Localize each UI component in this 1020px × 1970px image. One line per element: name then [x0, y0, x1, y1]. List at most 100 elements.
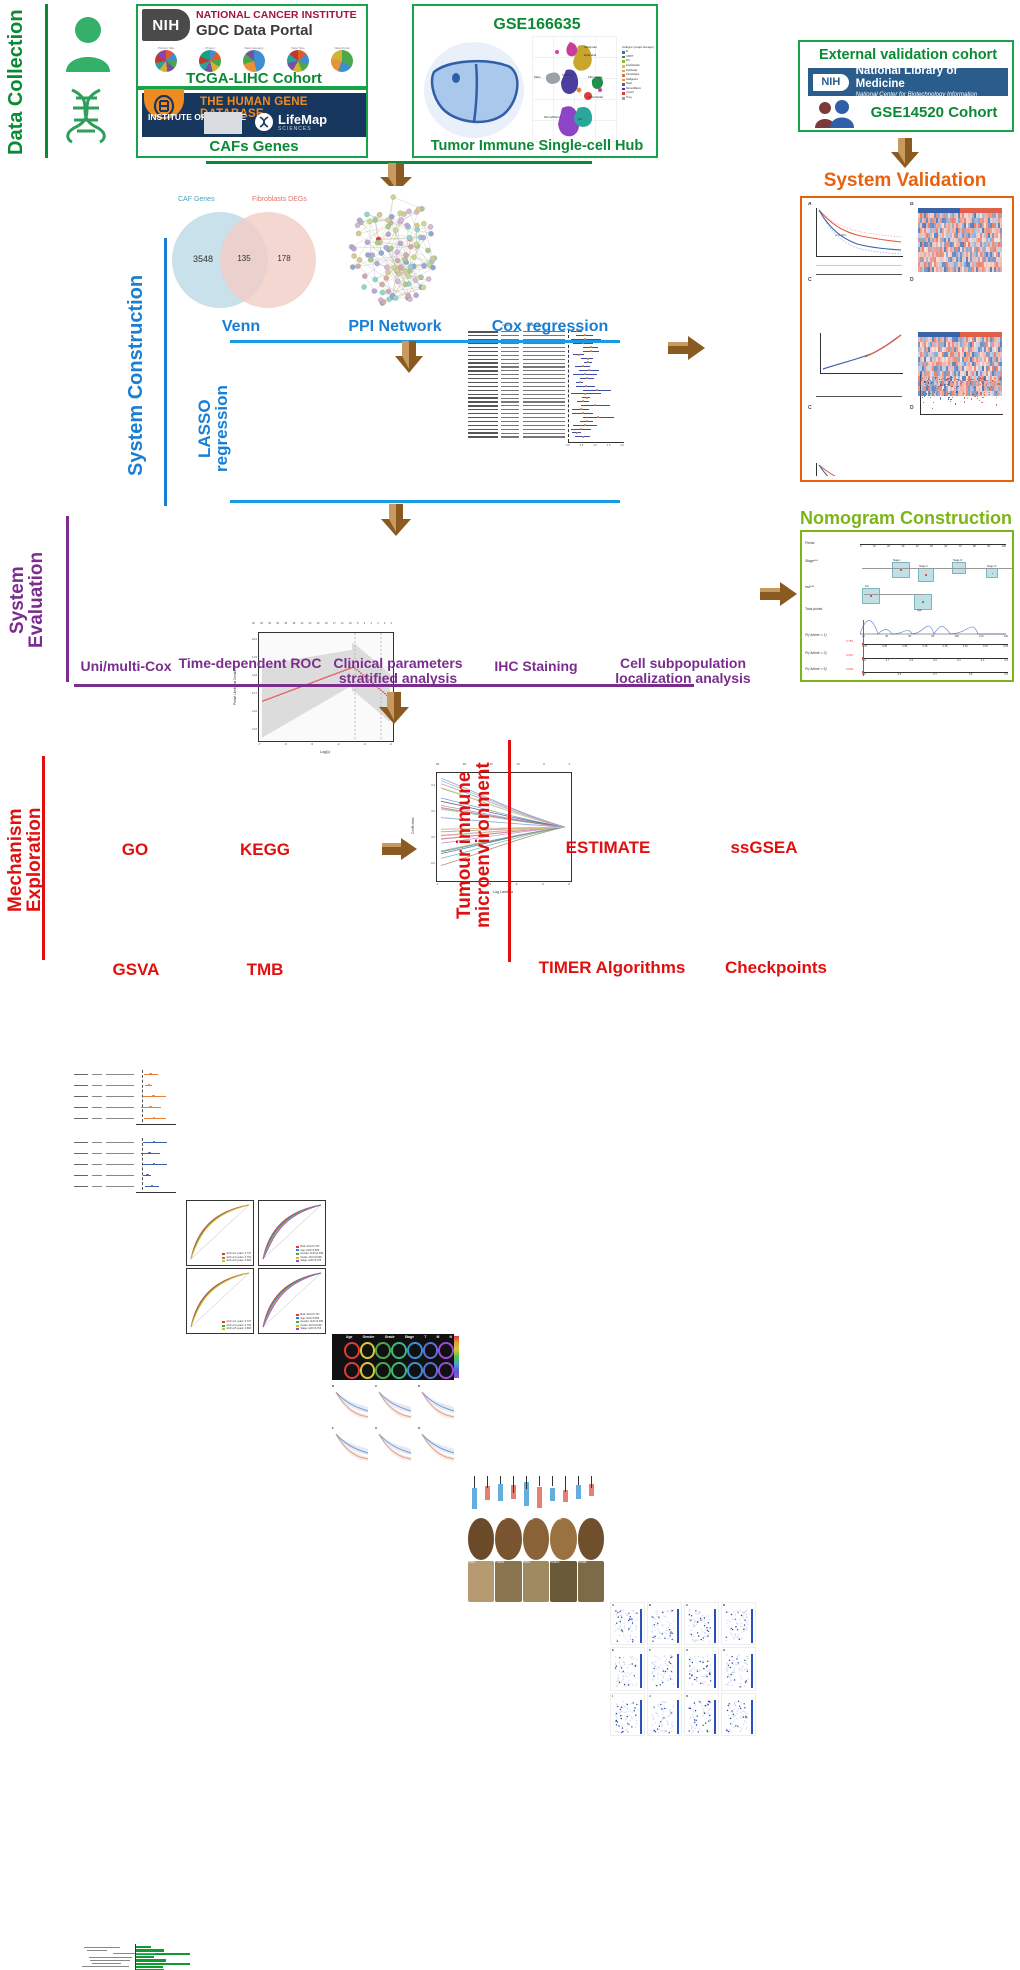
cox-hr-bar	[523, 421, 565, 422]
umap-density	[648, 1697, 682, 1736]
cox-gene-bar	[468, 421, 498, 422]
nomogram-surv-tick: 0.7	[886, 659, 889, 662]
lasso-top-tick: 24	[301, 622, 304, 625]
cox-hr-bar	[106, 1164, 134, 1165]
ihc-image: G6PD	[578, 1518, 604, 1560]
nomogram-total-density	[858, 614, 1008, 636]
cox-hr-bar	[106, 1118, 134, 1119]
pie-chart-data-portal	[331, 50, 353, 72]
person-icon	[60, 14, 116, 72]
legend-label: Treg	[626, 96, 631, 101]
cellsub-umap-panel: G	[684, 1647, 719, 1690]
nomogram-label: Nomogram Construction	[792, 508, 1020, 529]
nomogram-stage-axis	[862, 568, 1012, 569]
cox-pvalue-bar	[501, 436, 519, 437]
scatter-point	[952, 397, 953, 398]
cellsub-umap-panel: C	[684, 1602, 719, 1645]
gse14520-caption: GSE14520 Cohort	[856, 104, 1012, 121]
genecards-card: THE HUMAN GENE DATABASE INSTITUTE OF SCI…	[136, 88, 368, 158]
clinical-ring	[391, 1362, 407, 1379]
legend-swatch	[622, 83, 625, 86]
dna-icon	[58, 88, 118, 144]
umap-label-dc: DC	[578, 118, 582, 121]
go-term-label-bar	[92, 1963, 121, 1964]
cox-hr-point	[594, 404, 596, 406]
go-bar	[136, 1946, 151, 1948]
pie-label-1: Project	[199, 47, 221, 50]
nomogram-surv-tick: 0.55	[902, 645, 907, 648]
scatter-point	[979, 400, 980, 401]
roc-legend-item: AUC at 5 years: 0.693	[222, 1327, 251, 1331]
nomogram-row-label: risk***	[805, 585, 814, 589]
scatter-point	[922, 397, 923, 398]
ihc-violin	[537, 1487, 542, 1508]
legend-swatch	[622, 56, 625, 59]
cox-hr-bar	[523, 382, 565, 383]
gdc-product-name: GDC Data Portal	[196, 22, 357, 39]
nomogram-point-tick: 50	[930, 545, 933, 551]
nomogram-surv-tick: 0.8	[898, 673, 901, 676]
umap-label-mast: Mast	[534, 76, 541, 79]
lasso-right-xtick: -2	[567, 882, 570, 886]
lasso-left-ytick: 11.8	[252, 674, 257, 677]
gdc-data-portal-card: NIH NATIONAL CANCER INSTITUTE GDC Data P…	[136, 4, 368, 88]
go-term-label-bar	[90, 1960, 130, 1961]
cox-hr-point	[586, 420, 588, 422]
cox-axis-tick: 1.5	[607, 444, 611, 447]
ppi-network-plot	[318, 186, 468, 320]
cox-gene-bar	[468, 429, 498, 430]
km-curve	[418, 1431, 458, 1463]
lasso-right-toptick: 6	[543, 762, 545, 766]
go-term-label-bar	[84, 1947, 120, 1948]
cox-axis-tick: 0.5	[580, 444, 584, 447]
nomogram-red-value: 0.754	[846, 639, 853, 643]
kegg-caption: KEGG	[222, 840, 308, 860]
clinical-header: Age	[346, 1335, 352, 1339]
validation-risk-table-2	[816, 384, 902, 397]
nomogram-surv-tick: 0.7	[933, 673, 936, 676]
lasso-top-tick: 19	[325, 622, 328, 625]
cox-hr-point	[584, 393, 586, 395]
legend-swatch	[622, 51, 625, 54]
nomogram-point-tick: 60	[944, 545, 947, 551]
go-bar	[136, 1949, 164, 1951]
umap-density	[722, 1606, 756, 1646]
arrow-right-to-validation	[668, 336, 706, 360]
go-bar	[136, 1956, 154, 1958]
clinical-km-panel: H	[418, 1426, 458, 1464]
scatter-point	[924, 396, 925, 397]
roc-legend-item: Stage: AUC=0.703	[296, 1259, 323, 1263]
cafs-genes-caption: CAFs Genes	[138, 138, 370, 155]
lasso-top-tick: 29	[268, 622, 271, 625]
cox-point	[148, 1084, 150, 1086]
cox-hr-bar	[523, 351, 565, 352]
umap-density	[685, 1697, 719, 1736]
roc-legend-label: AUC at 5 years: 0.693	[226, 1259, 251, 1263]
cox-hr-point	[596, 389, 598, 391]
lasso-top-tick: 0	[391, 622, 392, 625]
ihc-whisker	[591, 1476, 592, 1488]
clinical-ring	[407, 1362, 423, 1379]
cox-gene-bar	[468, 397, 498, 398]
umap-density	[685, 1606, 719, 1646]
go-caption: GO	[92, 840, 178, 860]
external-validation-cohort-card: External validation cohort NIH National …	[798, 40, 1014, 132]
section-label-data-collection: Data Collection	[6, 6, 40, 158]
nomogram-surv-tick: 0.65	[882, 645, 887, 648]
cox-hr-point	[584, 424, 586, 426]
clinical-km-panel: G	[375, 1426, 415, 1464]
lasso-top-tick: 28	[292, 622, 295, 625]
arrow-right-to-nomogram	[760, 582, 798, 606]
clinical-ring	[438, 1342, 454, 1359]
nomogram-row-label: Stage***	[805, 559, 818, 563]
umap-label-fibroblasts: Fibroblasts	[588, 76, 603, 79]
lasso-top-tick: 10	[349, 622, 352, 625]
venn-right-only-count: 178	[268, 254, 300, 263]
nomogram-point-tick: 80	[973, 545, 976, 551]
venn-left-only-count: 3548	[186, 254, 220, 264]
roc-legend-item: AUC at 5 years: 0.693	[222, 1259, 251, 1263]
lasso-right-xtick: -7	[436, 882, 439, 886]
cox-point	[151, 1185, 153, 1187]
